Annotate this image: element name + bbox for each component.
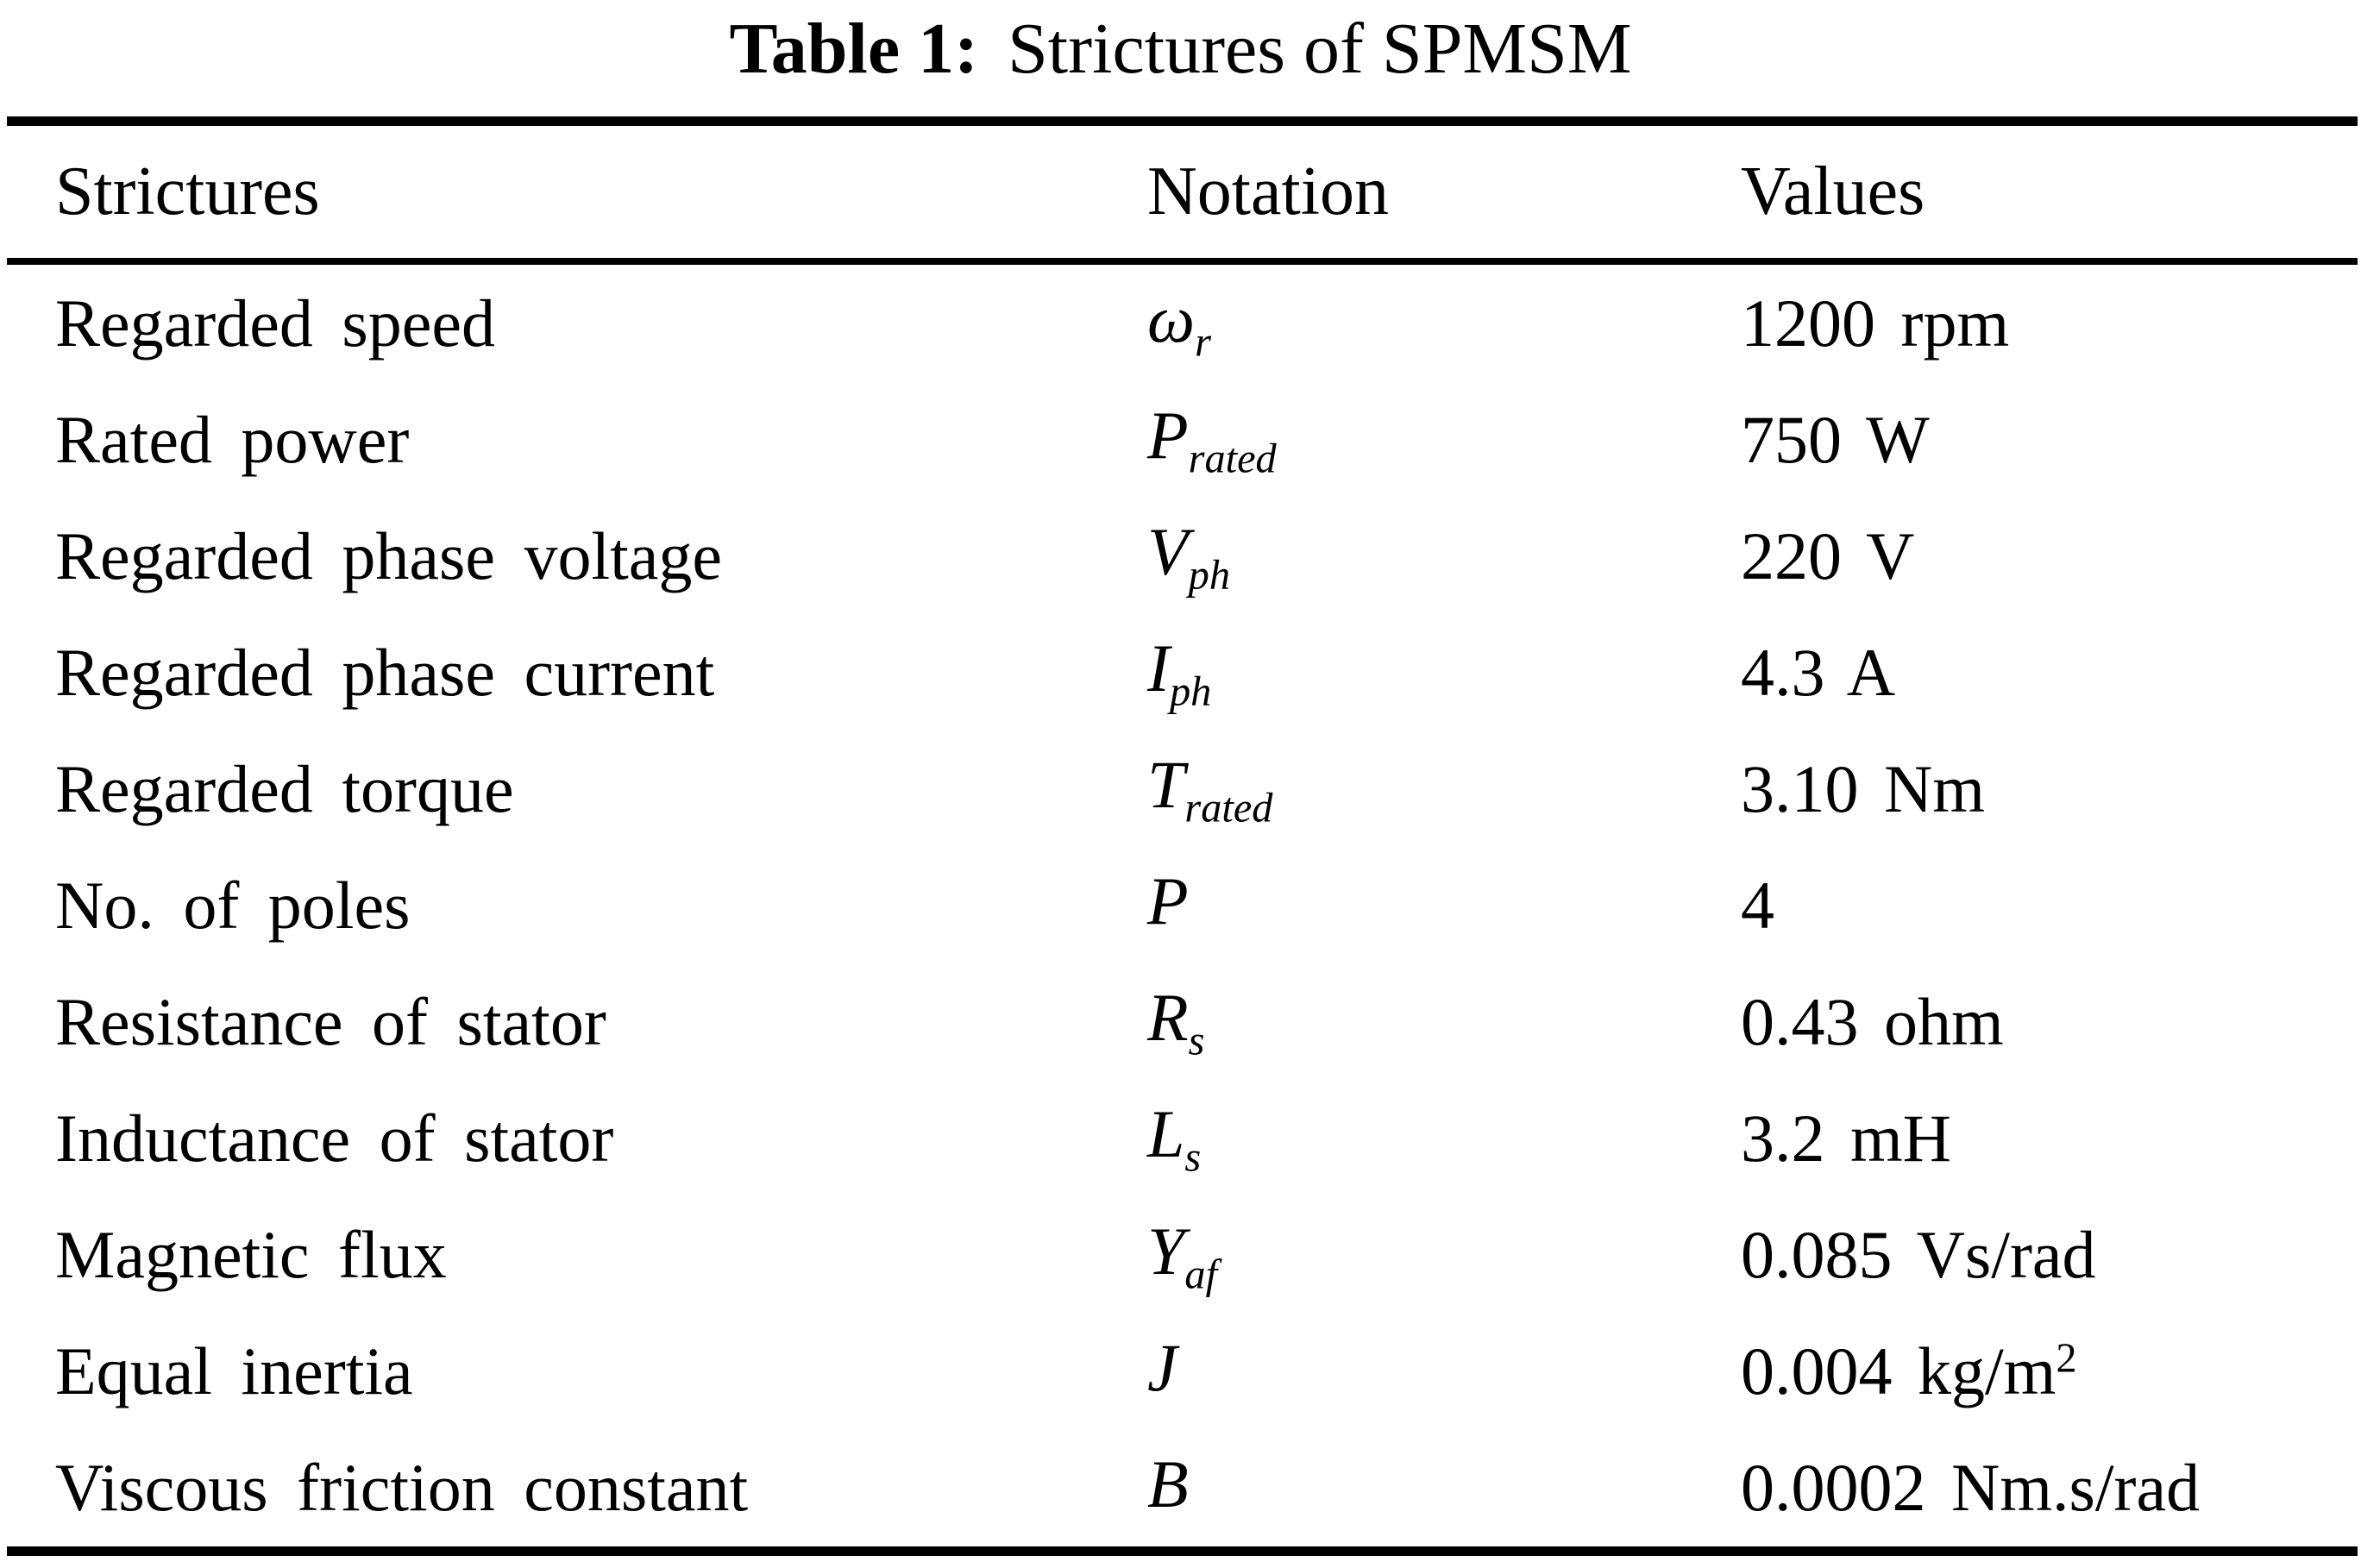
notation-symbol: B [1147,1446,1189,1521]
notation-symbol: J [1147,1329,1177,1405]
notation-symbol: P [1147,863,1189,939]
cell-notation: Iph [1147,630,1741,716]
table-caption-label: Table 1: [729,9,979,89]
cell-stricture: Magnetic flux [55,1217,447,1293]
value-text: 1200 rpm [1741,285,2010,361]
column-header-notation: Notation [1147,154,1389,229]
notation-symbol: T [1147,747,1185,823]
cell-value: 0.43 ohm [1741,983,2344,1061]
cell-value: 0.004 kg/m2 [1741,1333,2344,1410]
table-row: Regarded speed ωr 1200 rpm [0,265,2361,381]
value-text: 750 W [1741,401,1930,477]
value-text: 0.004 kg/m [1741,1333,2056,1409]
column-header-values: Values [1741,154,1925,229]
table-row: Viscous friction constant B 0.0002 Nm.s/… [0,1430,2361,1546]
value-text: 4.3 A [1741,634,1896,710]
table-row: Rated power Prated 750 W [0,381,2361,498]
cell-notation: Yaf [1147,1213,1741,1299]
cell-notation: P [1147,862,1741,949]
notation-subscript: ph [1169,668,1212,715]
notation-symbol: R [1147,980,1189,1056]
notation-symbol: P [1147,397,1189,473]
notation-symbol: Y [1147,1213,1185,1289]
value-text: 0.085 Vs/rad [1741,1217,2096,1293]
cell-value: 3.2 mH [1741,1100,2344,1177]
table-body: Regarded speed ωr 1200 rpm Rated power P… [0,265,2361,1546]
cell-stricture: Regarded speed [55,285,495,361]
cell-notation: J [1147,1329,1741,1415]
table-row: Equal inertia J 0.004 kg/m2 [0,1314,2361,1430]
cell-value: 4.3 A [1741,634,2344,712]
cell-stricture: Resistance of stator [55,984,606,1060]
table-row: No. of poles P 4 [0,847,2361,963]
cell-stricture: Regarded phase current [55,634,715,710]
table-top-rule [7,116,2358,126]
cell-stricture: Viscous friction constant [55,1450,749,1526]
cell-value: 0.085 Vs/rad [1741,1216,2344,1294]
value-text: 220 V [1741,517,1915,593]
cell-stricture: Rated power [55,401,410,477]
value-text: 3.2 mH [1741,1101,1951,1176]
table-header-row: Strictures Notation Values [0,126,2361,258]
table-row: Resistance of stator Rs 0.43 ohm [0,964,2361,1081]
table-caption: Table 1: Strictures of SPMSM [0,0,2361,116]
notation-subscript: af [1184,1251,1218,1298]
table-bottom-rule [7,1546,2358,1556]
value-text: 3.10 Nm [1741,750,1985,826]
value-superscript: 2 [2056,1336,2077,1383]
notation-symbol: ω [1147,280,1196,356]
cell-stricture: Equal inertia [55,1333,413,1409]
cell-notation: B [1147,1446,1741,1532]
cell-notation: ωr [1147,280,1741,367]
notation-subscript: r [1195,319,1211,366]
cell-notation: Rs [1147,979,1741,1065]
cell-value: 1200 rpm [1741,285,2344,362]
column-header-strictures: Strictures [55,154,320,229]
notation-symbol: V [1147,513,1189,589]
table-row: Regarded torque Trated 3.10 Nm [0,731,2361,847]
cell-notation: Prated [1147,397,1741,483]
notation-symbol: I [1147,630,1170,706]
notation-symbol: L [1147,1096,1185,1172]
notation-subscript: rated [1188,436,1277,482]
cell-value: 4 [1741,867,2344,944]
cell-stricture: Regarded phase voltage [55,517,723,593]
cell-value: 3.10 Nm [1741,750,2344,828]
notation-subscript: ph [1188,552,1231,599]
table-row: Regarded phase voltage Vph 220 V [0,498,2361,614]
cell-value: 0.0002 Nm.s/rad [1741,1449,2344,1527]
value-text: 0.43 ohm [1741,984,2004,1060]
cell-notation: Ls [1147,1095,1741,1182]
cell-stricture: Regarded torque [55,750,514,826]
table-row: Inductance of stator Ls 3.2 mH [0,1081,2361,1197]
notation-subscript: s [1188,1018,1205,1064]
value-text: 4 [1741,868,1774,944]
table-header-rule [7,258,2358,265]
cell-value: 750 W [1741,401,2344,479]
notation-subscript: rated [1184,785,1273,831]
cell-value: 220 V [1741,517,2344,595]
cell-notation: Trated [1147,746,1741,832]
table-row: Magnetic flux Yaf 0.085 Vs/rad [0,1197,2361,1314]
notation-subscript: s [1184,1134,1202,1181]
table-caption-text: Strictures of SPMSM [1008,9,1632,89]
cell-stricture: Inductance of stator [55,1101,614,1176]
value-text: 0.0002 Nm.s/rad [1741,1450,2201,1526]
cell-stricture: No. of poles [55,868,411,944]
table-row: Regarded phase current Iph 4.3 A [0,614,2361,731]
cell-notation: Vph [1147,513,1741,599]
